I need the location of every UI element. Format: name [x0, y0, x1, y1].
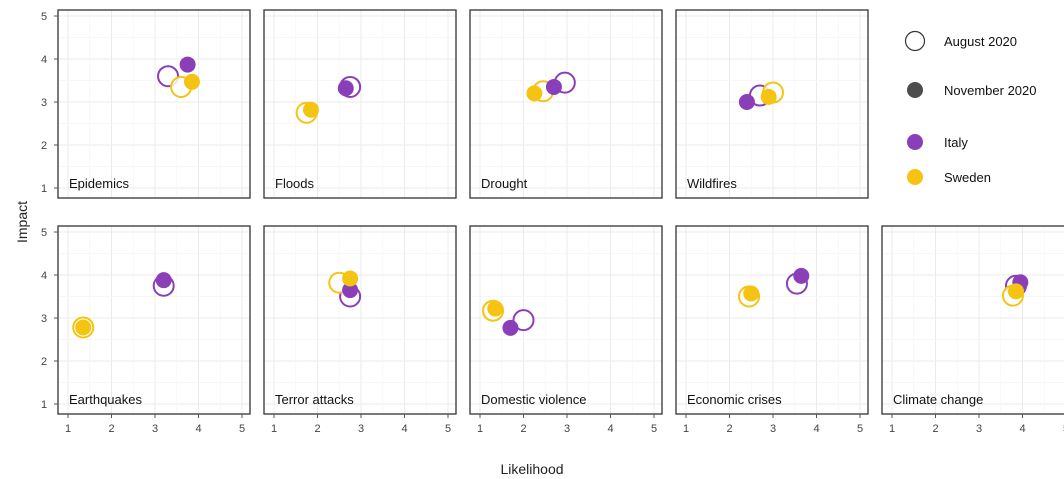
panel-title-drought: Drought — [481, 176, 528, 191]
x-tick-label: 2 — [314, 423, 320, 435]
x-tick-label: 4 — [195, 423, 201, 435]
x-tick-label: 3 — [564, 423, 570, 435]
panel-title-terror-attacks: Terror attacks — [275, 392, 354, 407]
x-tick-label: 1 — [889, 423, 895, 435]
panel-background — [264, 226, 456, 414]
y-tick-label: 5 — [41, 11, 47, 23]
x-tick-label: 2 — [726, 423, 732, 435]
x-tick-label: 5 — [239, 423, 245, 435]
panel-border — [263, 225, 457, 415]
x-tick-label: 5 — [445, 423, 451, 435]
legend-item-italy: Italy — [904, 130, 968, 154]
x-tick-label: 1 — [65, 423, 71, 435]
panel-border — [881, 225, 1064, 415]
panel-title-earthquakes: Earthquakes — [69, 392, 142, 407]
legend-item-august-2020: August 2020 — [904, 29, 1017, 53]
point-italy-november-2020 — [793, 267, 810, 284]
y-tick-label: 4 — [41, 54, 47, 66]
legend-label: Sweden — [944, 169, 991, 185]
x-tick-label: 2 — [520, 423, 526, 435]
panel-title-floods: Floods — [275, 176, 315, 191]
panel-title-economic-crises: Economic crises — [687, 392, 782, 407]
panel-background — [676, 226, 868, 414]
panel-background — [470, 10, 662, 198]
legend-item-november-2020: November 2020 — [904, 78, 1037, 102]
point-sweden-november-2020 — [743, 285, 760, 302]
point-italy-november-2020 — [545, 78, 562, 95]
x-tick-label: 5 — [651, 423, 657, 435]
point-italy-november-2020 — [155, 272, 172, 289]
x-tick-label: 5 — [857, 423, 863, 435]
point-sweden-november-2020 — [487, 300, 504, 317]
x-tick-label: 4 — [401, 423, 407, 435]
x-tick-label: 4 — [607, 423, 613, 435]
y-tick-label: 3 — [41, 313, 47, 325]
x-tick-label: 3 — [152, 423, 158, 435]
legend-label: November 2020 — [944, 82, 1037, 98]
y-tick-label: 5 — [41, 227, 47, 239]
x-tick-label: 2 — [108, 423, 114, 435]
point-italy-november-2020 — [342, 282, 359, 299]
panel-title-climate-change: Climate change — [893, 392, 983, 407]
y-tick-label: 4 — [41, 270, 47, 282]
panel-border — [263, 9, 457, 199]
point-italy-november-2020 — [337, 80, 354, 97]
y-axis-title: Impact — [14, 201, 30, 244]
panel-background — [58, 10, 250, 198]
x-tick-label: 4 — [813, 423, 819, 435]
point-sweden-november-2020 — [1007, 283, 1024, 300]
panel-background — [882, 226, 1064, 414]
panel-background — [264, 10, 456, 198]
point-sweden-november-2020 — [760, 88, 777, 105]
legend-label: Italy — [944, 134, 968, 150]
legend-item-sweden: Sweden — [904, 165, 991, 189]
panel-border — [675, 225, 869, 415]
x-tick-label: 3 — [976, 423, 982, 435]
sweden-swatch-icon — [907, 169, 923, 185]
y-tick-label: 1 — [41, 183, 47, 195]
panel-border — [57, 9, 251, 199]
y-tick-label: 1 — [41, 399, 47, 411]
open-circle-swatch-icon — [904, 30, 926, 52]
point-sweden-november-2020 — [526, 85, 543, 102]
x-tick-label: 1 — [477, 423, 483, 435]
filled-circle-swatch-icon — [907, 82, 923, 98]
point-italy-november-2020 — [502, 319, 519, 336]
panel-border — [675, 9, 869, 199]
point-sweden-november-2020 — [75, 319, 92, 336]
y-tick-label: 3 — [41, 97, 47, 109]
x-tick-label: 5 — [1063, 423, 1064, 435]
italy-swatch-icon — [907, 134, 923, 150]
x-tick-label: 2 — [932, 423, 938, 435]
point-italy-november-2020 — [738, 94, 755, 110]
point-sweden-november-2020 — [302, 101, 319, 118]
point-italy-august-2020 — [512, 309, 535, 332]
panel-border — [469, 9, 663, 199]
x-tick-label: 3 — [770, 423, 776, 435]
panel-border — [57, 225, 251, 415]
panel-title-domestic-violence: Domestic violence — [481, 392, 587, 407]
point-sweden-november-2020 — [342, 270, 359, 287]
legend-label: August 2020 — [944, 33, 1018, 49]
x-axis-title: Likelihood — [500, 461, 564, 477]
panel-title-epidemics: Epidemics — [69, 176, 129, 191]
panel-title-wildfires: Wildfires — [687, 176, 737, 191]
point-italy-november-2020 — [179, 56, 196, 73]
y-tick-label: 2 — [41, 140, 47, 152]
x-tick-label: 4 — [1019, 423, 1025, 435]
x-tick-label: 1 — [683, 423, 689, 435]
panel-border — [469, 225, 663, 415]
x-tick-label: 3 — [358, 423, 364, 435]
point-sweden-november-2020 — [183, 73, 200, 90]
x-tick-label: 1 — [271, 423, 277, 435]
y-tick-label: 2 — [41, 356, 47, 368]
